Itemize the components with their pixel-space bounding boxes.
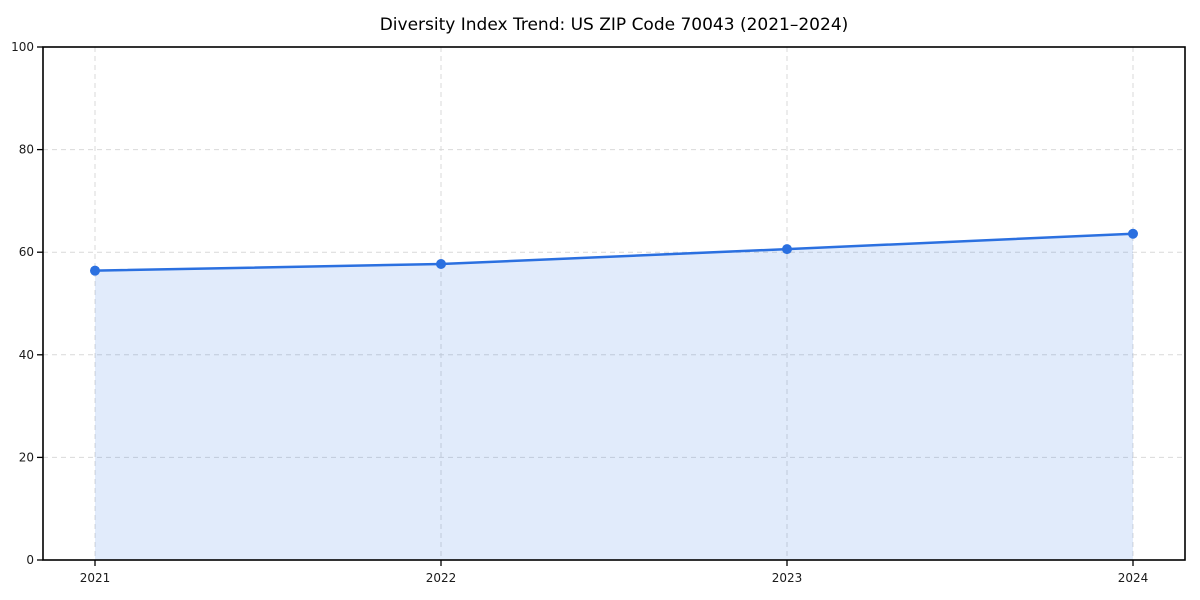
area-fill — [95, 233, 1133, 560]
x-tick-label: 2024 — [1118, 571, 1149, 585]
plot-border — [42, 46, 1186, 561]
y-tick-label: 60 — [19, 245, 34, 259]
y-tick-label: 80 — [19, 143, 34, 157]
chart-title: Diversity Index Trend: US ZIP Code 70043… — [380, 15, 849, 35]
x-tick-label: 2021 — [80, 571, 111, 585]
y-tick-label: 20 — [19, 450, 34, 464]
axis-layer: 0 20 40 60 80 100 2021 2022 2023 2024 — [11, 40, 1186, 585]
data-point — [90, 265, 100, 276]
y-tick-label: 40 — [19, 348, 34, 362]
data-point — [1128, 228, 1138, 239]
data-point — [436, 258, 446, 269]
y-tick-label: 0 — [26, 553, 34, 567]
trend-line — [93, 232, 1135, 272]
x-tick-label: 2023 — [772, 571, 803, 585]
y-tick-label: 100 — [11, 40, 34, 54]
grid-layer — [43, 47, 1185, 560]
data-point — [782, 244, 792, 255]
series-layer — [90, 228, 1138, 560]
x-tick-label: 2022 — [426, 571, 457, 585]
